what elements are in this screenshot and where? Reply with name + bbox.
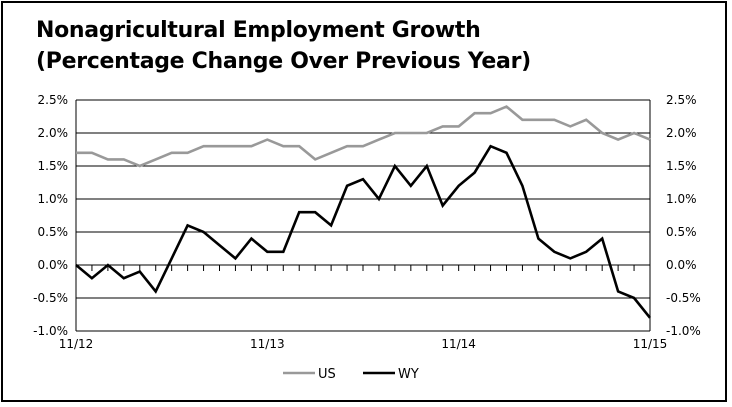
series-line-wy [75,144,652,319]
y-tick-label-right: 2.5% [666,93,697,107]
y-tick-label-right: 1.5% [666,159,697,173]
gridlines [76,99,650,332]
y-tick-label-left: 1.5% [38,159,69,173]
legend-label-us: US [318,367,336,382]
y-tick-label-left: -0.5% [33,291,68,305]
x-tick-label: 11/15 [633,337,668,351]
y-tick-label-right: 0.5% [666,225,697,239]
y-tick-labels-left: 2.5% 2.0% 1.5% 1.0% 0.5% 0.0% -0.5% -1.0% [33,93,68,338]
y-tick-labels-right: 2.5% 2.0% 1.5% 1.0% 0.5% 0.0% -0.5% -1.0% [666,93,701,338]
x-tick-labels: 11/12 11/13 11/14 11/15 [59,337,668,351]
y-tick-label-left: 0.5% [38,225,69,239]
chart-title-line-1: Nonagricultural Employment Growth [36,18,481,43]
y-tick-label-left: 2.5% [38,93,69,107]
x-tick-label: 11/12 [59,337,94,351]
x-tick-label: 11/14 [441,337,476,351]
chart-frame [1,1,727,402]
y-tick-label-left: 1.0% [38,192,69,206]
y-tick-label-left: -1.0% [33,324,68,338]
y-tick-label-right: 2.0% [666,126,697,140]
legend-label-wy: WY [398,367,419,382]
series-line-us [76,105,651,168]
chart-title-line-2: (Percentage Change Over Previous Year) [36,49,531,74]
legend: US WY [283,367,419,382]
y-tick-label-right: -0.5% [666,291,701,305]
y-tick-label-left: 2.0% [38,126,69,140]
y-tick-label-left: 0.0% [38,258,69,272]
y-tick-label-right: 1.0% [666,192,697,206]
y-tick-label-right: 0.0% [666,258,697,272]
series-lines [75,105,652,319]
y-tick-label-right: -1.0% [666,324,701,338]
axes [75,100,651,331]
x-tick-label: 11/13 [250,337,285,351]
